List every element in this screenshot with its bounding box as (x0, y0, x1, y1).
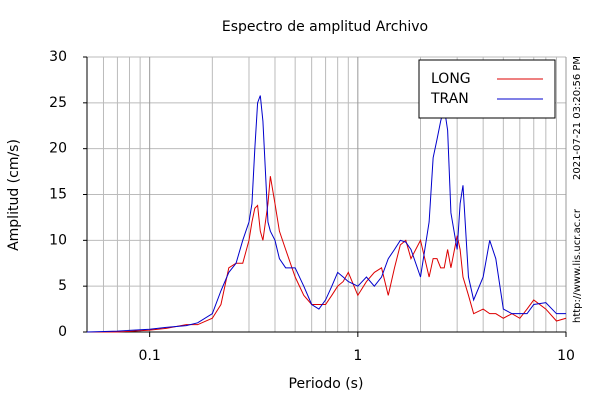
x-tick-label: 10 (557, 348, 575, 364)
y-tick-label: 15 (49, 187, 67, 203)
legend-box (418, 59, 556, 119)
source-url: http://www.lis.ucr.ac.cr (572, 208, 583, 323)
y-tick-label: 20 (49, 141, 67, 157)
y-axis-label: Amplitud (cm/s) (6, 139, 22, 251)
x-axis-label: Periodo (s) (289, 376, 364, 392)
y-tick-label: 5 (58, 278, 67, 294)
series-line (87, 176, 567, 333)
y-tick-label: 30 (49, 49, 67, 65)
y-tick-label: 10 (49, 232, 67, 248)
y-tick-label: 25 (49, 95, 67, 111)
x-tick-label: 0.1 (139, 348, 161, 364)
timestamp: 2021-07-21 03:20:56 PM (572, 56, 583, 180)
series-line (86, 95, 566, 333)
y-tick-label: 0 (58, 324, 67, 340)
legend-label: LONG (431, 71, 471, 87)
chart-title: Espectro de amplitud Archivo (222, 19, 428, 35)
x-tick-label: 1 (353, 348, 362, 364)
legend-label: TRAN (430, 91, 469, 107)
